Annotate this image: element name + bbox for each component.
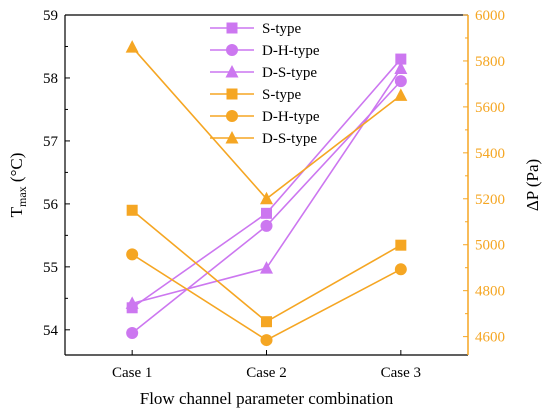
legend-label-1: D-H-type bbox=[262, 43, 320, 59]
data-point-2-1 bbox=[260, 261, 273, 274]
left-tick-label: 54 bbox=[43, 323, 59, 339]
legend-marker-1 bbox=[226, 44, 238, 56]
data-point-5-1 bbox=[260, 191, 273, 205]
left-tick-label: 58 bbox=[43, 71, 58, 87]
data-point-3-1 bbox=[261, 316, 272, 328]
x-axis-title: Flow channel parameter combination bbox=[140, 389, 394, 408]
data-point-4-1 bbox=[260, 334, 273, 347]
left-tick-label: 56 bbox=[43, 197, 59, 213]
data-point-1-2 bbox=[394, 75, 407, 88]
data-point-3-0 bbox=[126, 204, 138, 216]
data-point-3-2 bbox=[395, 239, 407, 251]
left-axis-title-sub: max bbox=[15, 186, 29, 207]
legend-label-4: D-H-type bbox=[262, 109, 320, 125]
left-tick-label: 57 bbox=[43, 134, 59, 150]
data-point-1-0 bbox=[126, 326, 139, 339]
legend-marker-5 bbox=[225, 131, 239, 144]
right-tick-label: 4600 bbox=[475, 330, 505, 346]
data-point-5-2 bbox=[394, 88, 408, 101]
right-tick-label: 4800 bbox=[475, 284, 505, 300]
data-point-1-1 bbox=[260, 219, 273, 232]
x-tick-label: Case 2 bbox=[246, 365, 286, 381]
right-tick-label: 5800 bbox=[475, 54, 505, 70]
legend-marker-0 bbox=[226, 22, 238, 34]
data-point-4-0 bbox=[126, 248, 139, 261]
x-tick-label: Case 1 bbox=[112, 365, 152, 381]
legend-label-0: S-type bbox=[262, 21, 302, 37]
data-point-0-1 bbox=[261, 207, 272, 219]
right-tick-label: 5200 bbox=[475, 192, 505, 208]
legend-label-3: S-type bbox=[262, 87, 302, 103]
data-point-4-2 bbox=[394, 263, 407, 276]
right-axis-title: ΔP (Pa) bbox=[523, 159, 542, 211]
data-point-0-2 bbox=[395, 53, 407, 65]
left-axis-title-main: T bbox=[7, 206, 26, 217]
data-point-5-0 bbox=[125, 40, 139, 53]
legend-marker-3 bbox=[226, 88, 238, 100]
legend-marker-2 bbox=[225, 65, 239, 78]
legend-label-5: D-S-type bbox=[262, 131, 317, 147]
right-tick-label: 6000 bbox=[475, 8, 505, 24]
legend-marker-4 bbox=[226, 110, 238, 122]
right-tick-label: 5000 bbox=[475, 238, 505, 254]
x-tick-label: Case 3 bbox=[381, 365, 421, 381]
left-axis-title-unit: (°C) bbox=[7, 153, 26, 187]
data-point-2-0 bbox=[125, 296, 139, 309]
data-point-2-2 bbox=[394, 61, 408, 75]
legend-label-2: D-S-type bbox=[262, 65, 317, 81]
left-tick-label: 55 bbox=[43, 260, 58, 276]
left-tick-label: 59 bbox=[43, 8, 58, 24]
right-tick-label: 5400 bbox=[475, 146, 505, 162]
right-tick-label: 5600 bbox=[475, 100, 505, 116]
left-axis-title: Tmax (°C) bbox=[7, 153, 29, 218]
